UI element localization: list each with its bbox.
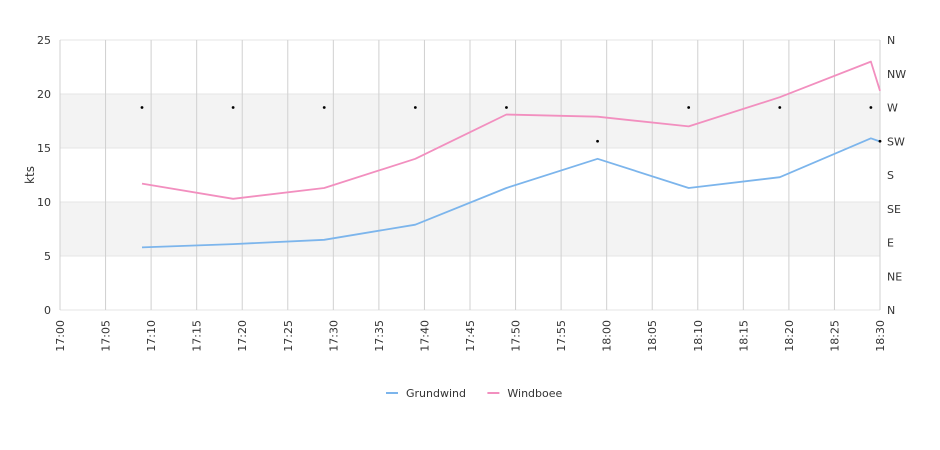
x-tick-label: 17:40 [418,320,431,352]
series-line [141,137,881,249]
x-tick-label: 18:15 [737,320,750,352]
legend: Grundwind Windboee [386,387,563,400]
right-tick-label: N [887,304,895,317]
x-tick-label: 18:00 [601,320,614,352]
y-axis-ticks: 0 5 10 15 20 25 [37,34,51,317]
x-tick-label: 17:45 [464,320,477,352]
x-tick-label: 18:10 [692,320,705,352]
y-tick-label: 5 [44,250,51,263]
right-tick-label: SW [887,135,905,148]
right-tick-label: SE [887,203,901,216]
series-line [141,60,881,200]
legend-label: Grundwind [406,387,466,400]
direction-marker [322,106,326,109]
x-tick-label: 17:50 [510,320,523,352]
x-tick-label: 17:10 [145,320,158,352]
grid-lines [59,39,881,311]
x-tick-label: 18:25 [828,320,841,352]
right-tick-label: N [887,34,895,47]
direction-marker [687,106,691,109]
right-tick-label: NE [887,270,902,283]
direction-marker [231,106,235,109]
y-tick-label: 10 [37,196,51,209]
direction-marker [596,139,599,143]
x-tick-label: 17:55 [555,320,568,352]
right-tick-label: E [887,237,894,250]
x-tick-label: 17:30 [327,320,340,352]
x-tick-label: 17:20 [236,320,249,352]
series-lines [141,60,881,249]
legend-item[interactable]: Windboee [487,387,563,400]
direction-markers [140,106,882,143]
x-tick-label: 17:00 [54,320,67,352]
direction-marker [413,106,417,109]
x-tick-label: 18:30 [874,320,887,352]
y-tick-label: 20 [37,88,51,101]
y-tick-label: 0 [44,304,51,317]
y-tick-label: 25 [37,34,51,47]
direction-marker [878,139,882,143]
x-tick-label: 17:15 [191,320,204,352]
x-tick-label: 17:25 [282,320,295,352]
x-tick-label: 18:20 [783,320,796,352]
x-tick-label: 17:35 [373,320,386,352]
direction-marker [869,106,873,109]
y-tick-label: 15 [37,142,51,155]
legend-item[interactable]: Grundwind [386,387,466,400]
legend-label: Windboee [507,387,562,400]
right-tick-label: NW [887,68,906,81]
right-axis-ticks: N NE E SE S SW W NW N [887,34,906,317]
direction-marker [505,106,508,109]
direction-marker [140,106,144,109]
x-tick-label: 17:05 [100,320,113,352]
right-tick-label: S [887,169,894,182]
x-tick-label: 18:05 [646,320,659,352]
y-axis-title: kts [23,166,37,184]
right-tick-label: W [887,102,898,115]
x-axis-ticks: 17:00 17:05 17:10 17:15 17:20 17:25 17:30 17:35… [54,320,887,352]
direction-marker [778,106,782,109]
